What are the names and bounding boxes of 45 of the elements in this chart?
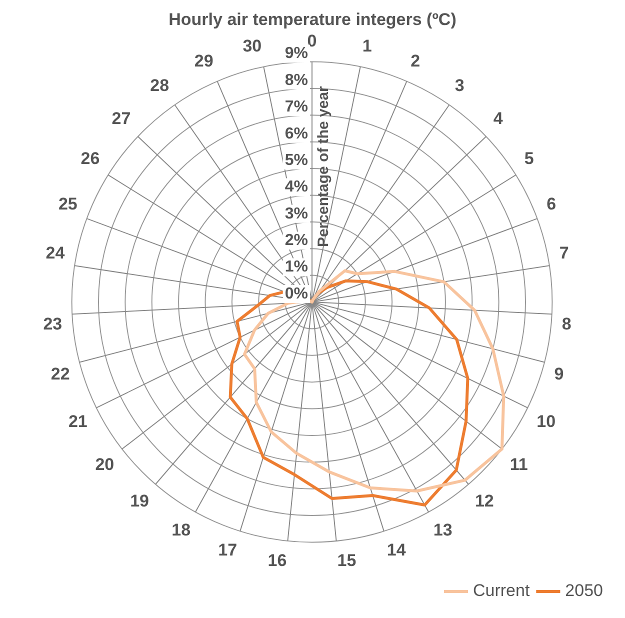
spoke-label: 22 xyxy=(50,364,70,384)
chart-title: Hourly air temperature integers (ºC) xyxy=(168,10,456,29)
spoke-label: 7 xyxy=(559,244,569,263)
spoke-label: 19 xyxy=(130,492,150,511)
spoke-label: 23 xyxy=(43,314,62,334)
spoke-label: 29 xyxy=(194,52,214,71)
spoke-label: 8 xyxy=(562,314,572,334)
spoke-label: 26 xyxy=(80,149,100,168)
y-tick-label: 1% xyxy=(284,258,308,276)
legend-label: Current xyxy=(472,581,530,600)
spoke-label: 16 xyxy=(268,550,287,570)
spoke-label: 18 xyxy=(172,520,191,540)
spoke-label: 30 xyxy=(242,36,262,56)
spoke-label: 14 xyxy=(386,540,406,560)
y-tick-label: 4% xyxy=(284,178,308,196)
spoke-label: 20 xyxy=(95,455,114,474)
y-tick-label: 3% xyxy=(284,205,308,222)
y-tick-label: 8% xyxy=(284,72,308,89)
spoke-label: 21 xyxy=(68,412,88,432)
spoke-label: 27 xyxy=(112,109,131,128)
spoke-label: 13 xyxy=(433,520,452,540)
spoke-label: 0 xyxy=(307,31,317,50)
spoke-label: 5 xyxy=(524,149,534,168)
spoke-label: 28 xyxy=(150,76,170,96)
spoke-label: 9 xyxy=(554,364,564,384)
legend-label: 2050 xyxy=(565,581,604,600)
spoke-label: 24 xyxy=(46,244,66,263)
y-tick-label: 0% xyxy=(284,285,308,302)
spoke-label: 10 xyxy=(536,412,556,432)
spoke-label: 17 xyxy=(218,540,238,560)
y-tick-label: 9% xyxy=(284,45,308,62)
spoke-label: 6 xyxy=(546,194,556,214)
spoke-label: 2 xyxy=(410,52,420,71)
y-tick-label: 5% xyxy=(284,152,308,169)
y-tick-label: 7% xyxy=(284,98,308,116)
spoke-label: 1 xyxy=(362,36,372,56)
spoke-label: 3 xyxy=(454,76,464,96)
y-tick-label: 2% xyxy=(284,232,308,250)
spoke-label: 25 xyxy=(58,194,78,214)
text: Percentage of the year xyxy=(315,86,332,247)
spoke-label: 12 xyxy=(474,492,494,511)
spoke-label: 4 xyxy=(493,109,504,128)
spoke-label: 11 xyxy=(510,455,528,474)
spoke-label: 15 xyxy=(337,550,356,570)
y-tick-label: 6% xyxy=(284,125,308,142)
